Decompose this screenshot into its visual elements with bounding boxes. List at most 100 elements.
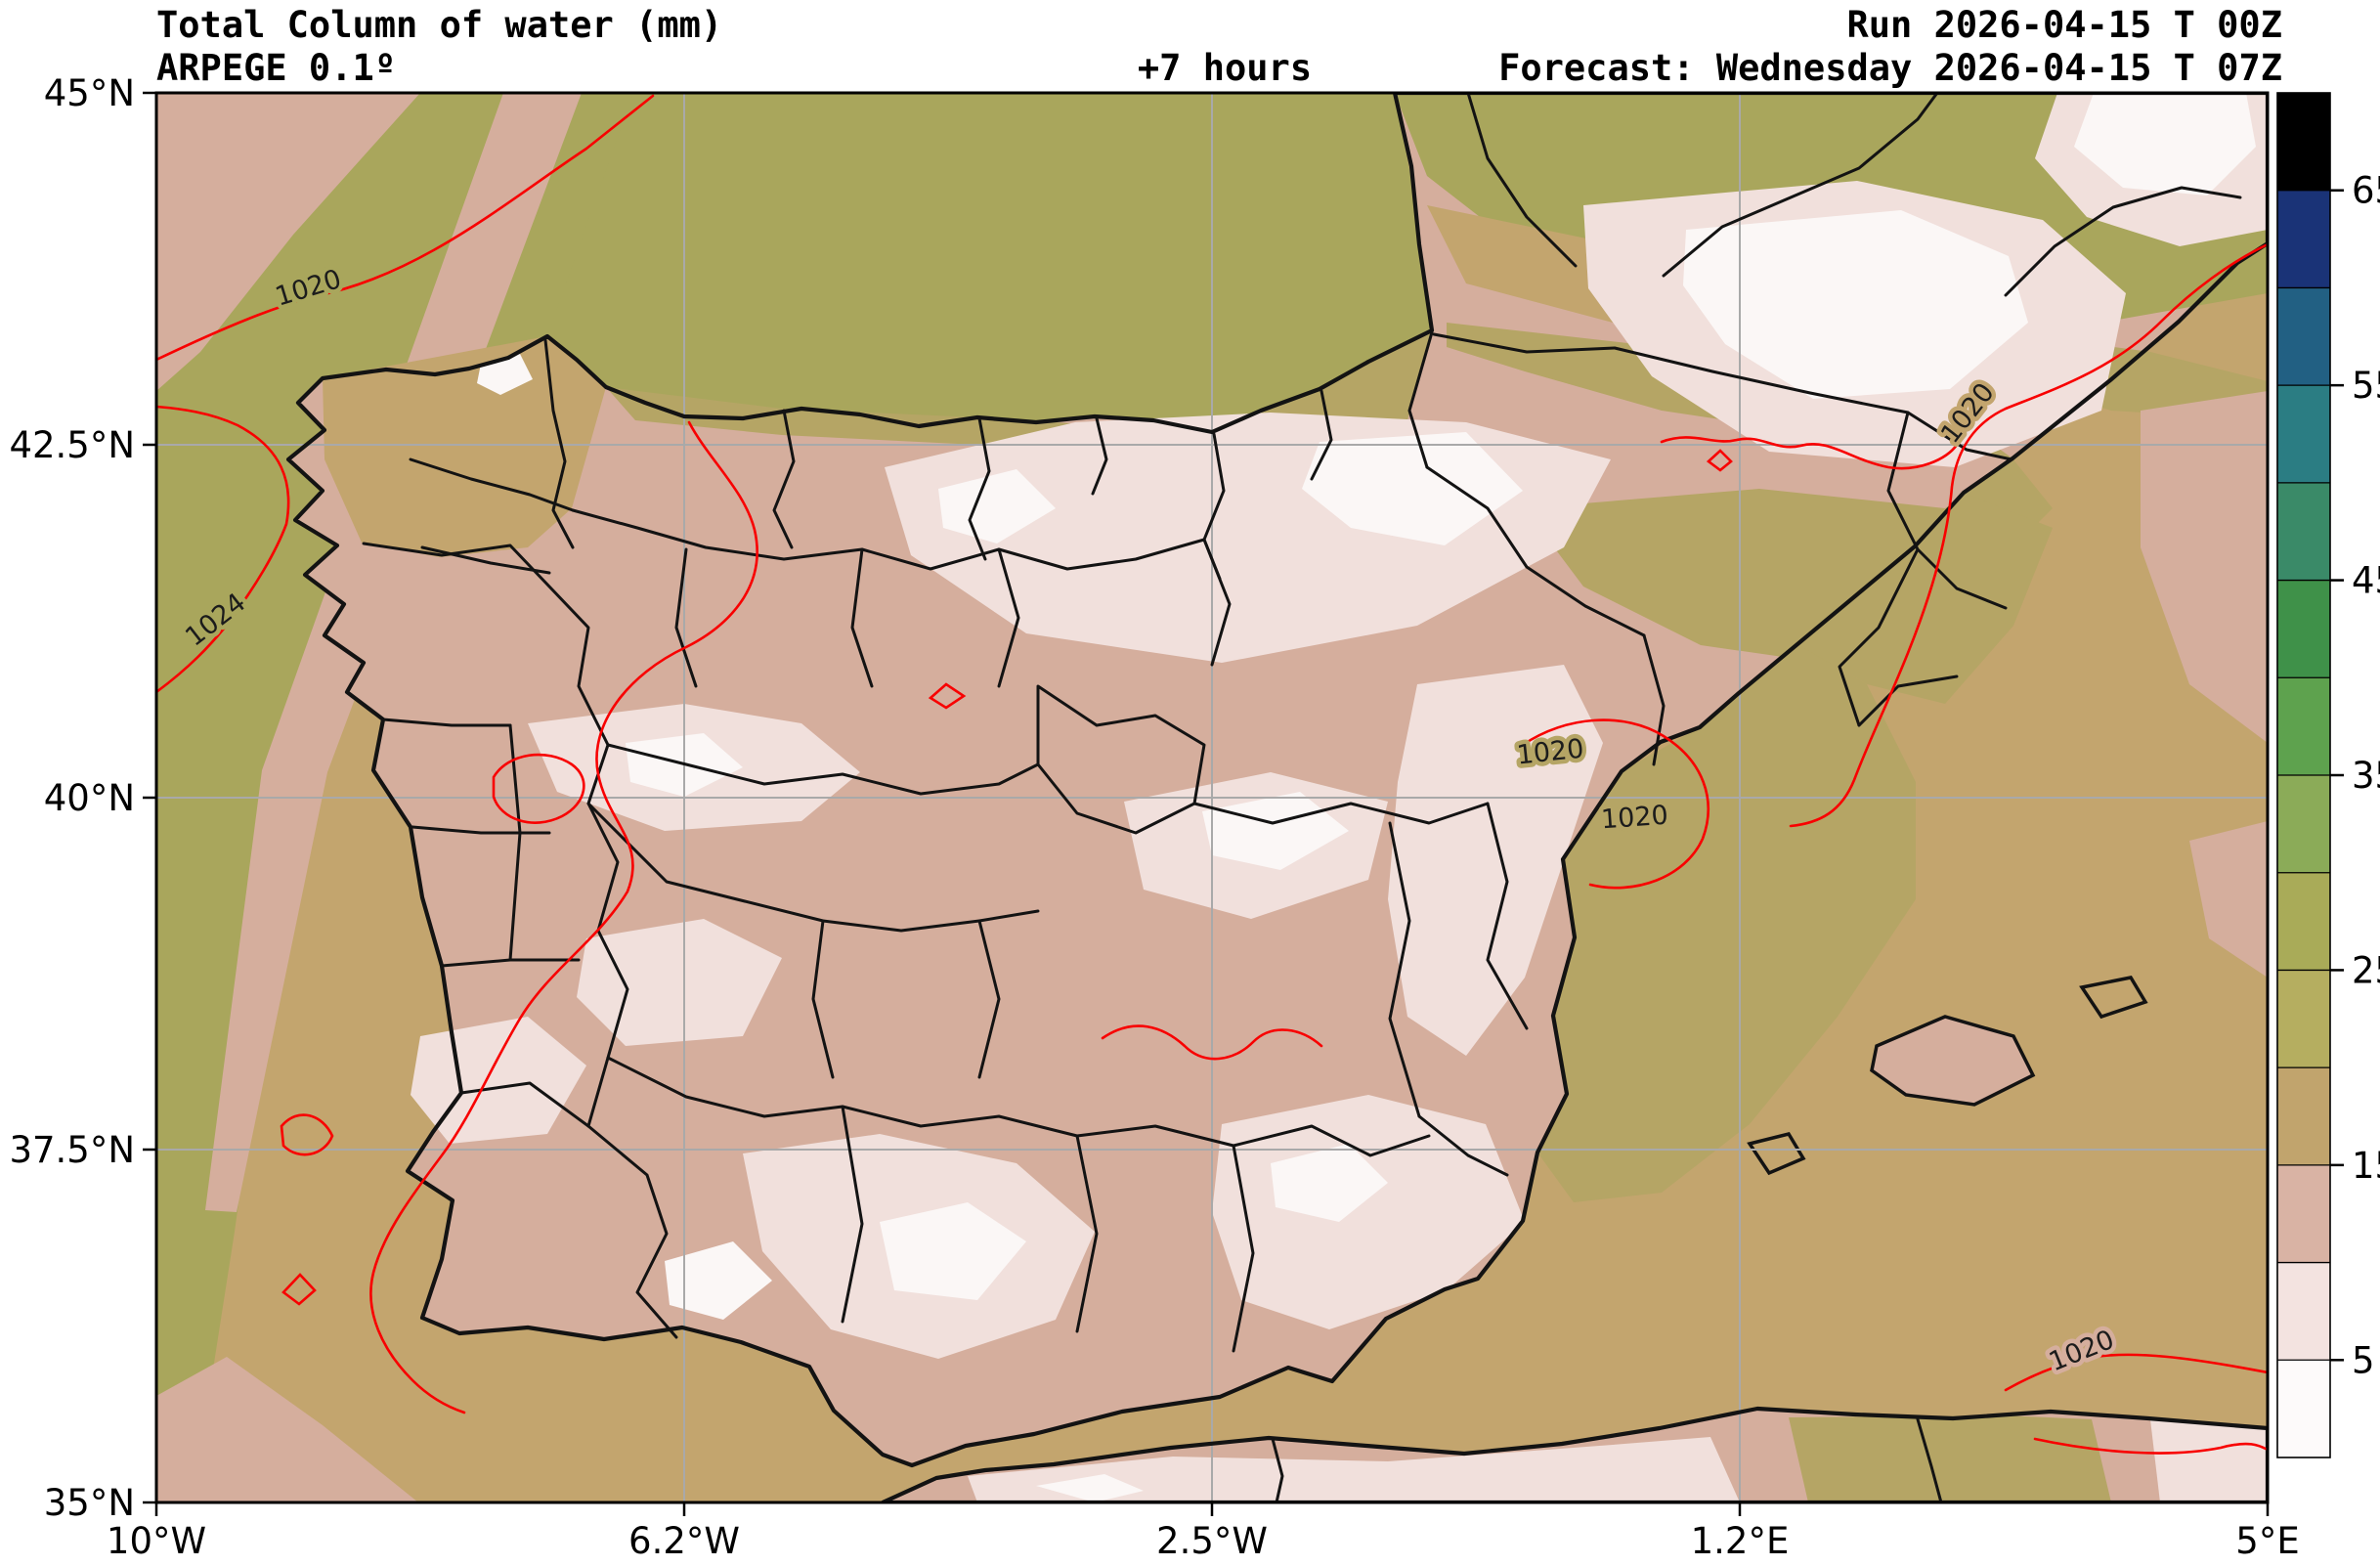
map-shape — [2004, 186, 2242, 297]
ibiza-island — [1747, 1131, 1806, 1176]
colorbar-segment — [2277, 775, 2330, 873]
graticule — [156, 93, 2268, 1502]
tr-corner-white — [2074, 93, 2256, 196]
map-shape — [1838, 411, 1920, 727]
map-shape — [1916, 1417, 1943, 1502]
map-shape — [850, 547, 874, 688]
isobar-value-label: 1020 — [1600, 801, 1669, 836]
colorbar-tick-label: 15 — [2352, 1145, 2380, 1187]
map-shape — [1642, 633, 1666, 766]
map-shape — [997, 547, 1020, 688]
nw-corner-pink — [156, 93, 420, 391]
map-shape — [606, 1056, 1431, 1157]
map-shape — [1916, 547, 2008, 610]
colorbar-tick-label: 45 — [2352, 560, 2380, 602]
map-shape — [280, 1113, 334, 1156]
map-shape — [1232, 1144, 1255, 1353]
map-shape — [156, 94, 655, 362]
y-tick-label: 45°N — [44, 72, 135, 114]
se-lightpink — [1212, 1095, 1525, 1329]
colorbar-segment — [2277, 872, 2330, 971]
map-shape — [772, 409, 796, 549]
map-shape — [606, 743, 1040, 796]
x-tick-label: 2.5°W — [1156, 1520, 1268, 1562]
mancha-white — [1202, 792, 1349, 870]
isobar-contours — [156, 94, 2268, 1455]
colorbar-tick-label: 25 — [2352, 949, 2380, 991]
admin-borders — [362, 93, 2242, 1502]
med-pink-right-2 — [2189, 821, 2268, 978]
colorbar-segment — [2277, 1360, 2330, 1457]
colorbar-tick-label: 65 — [2352, 170, 2380, 212]
colorbar-tick-label: 55 — [2352, 365, 2380, 407]
galicia-tan — [323, 336, 606, 557]
map-shape — [156, 405, 290, 694]
map-shape — [543, 338, 575, 549]
map-shape — [381, 718, 512, 727]
x-tick-label: 1.2°E — [1691, 1520, 1790, 1562]
med-khaki-valencia — [1537, 644, 1916, 1202]
africa-khaki — [1789, 1415, 2111, 1502]
map-shape — [1310, 389, 1333, 481]
map-shape — [492, 753, 585, 824]
colorbar-segment — [2277, 93, 2330, 191]
map-shape — [420, 545, 551, 575]
biscay-olive — [547, 93, 1432, 432]
y-tick-label: 37.5°N — [9, 1129, 135, 1171]
map-shape — [977, 919, 1001, 1079]
ne-white-blob — [1683, 210, 2028, 399]
x-tick-label: 5°E — [2235, 1520, 2299, 1562]
sw-pink-streak — [156, 1357, 418, 1502]
y-tick-label: 42.5°N — [9, 424, 135, 466]
axis-labels: 10°W 6.2°W 2.5°W 1.2°E 5°E 45°N 42.5°N 40°N 37.5… — [9, 72, 2299, 1562]
map-shape — [1075, 1134, 1099, 1333]
map-shape — [1407, 330, 1434, 469]
map-shape — [1192, 802, 1490, 825]
colorbar-segment — [2277, 1067, 2330, 1165]
map-shape — [1417, 1114, 1509, 1177]
colorbar-segment — [2277, 482, 2330, 581]
med-pink-right-1 — [2141, 391, 2268, 743]
map-shape — [1486, 802, 1529, 1030]
map-shape — [1857, 674, 1959, 727]
map-shape — [571, 508, 1206, 571]
page-title: Total Column of water (mm) — [156, 4, 723, 46]
colorbar-segment — [2277, 580, 2330, 678]
valencia-inland-lightpink — [1388, 665, 1603, 1056]
map-shape — [1521, 718, 1710, 890]
se-white — [1271, 1144, 1388, 1222]
map-shape — [1432, 332, 2013, 461]
map-shape — [1425, 465, 1646, 637]
map-shape — [409, 457, 575, 512]
colorbar-segment — [2277, 385, 2330, 483]
map-shape — [1101, 1024, 1323, 1061]
run-label: Run 2026-04-15 T 00Z — [1846, 4, 2282, 46]
map-shape — [1388, 821, 1421, 1118]
colorbar-segment — [2277, 970, 2330, 1068]
forecast-label: Forecast: Wednesday 2026-04-15 T 07Z — [1498, 47, 2282, 89]
duero-white-2 — [938, 469, 1056, 544]
duero-white-1 — [1302, 432, 1523, 545]
colorbar-tick-label: 5 — [2352, 1339, 2375, 1381]
map-shape — [1091, 416, 1108, 496]
map-shape — [1662, 93, 1939, 278]
map-shape — [928, 682, 967, 710]
map-shape — [508, 723, 522, 962]
map-shape — [968, 416, 991, 561]
map-shape — [411, 825, 551, 835]
x-tick-label: 6.2°W — [628, 1520, 740, 1562]
map-shape — [1660, 436, 1959, 470]
model-label: ARPEGE 0.1º — [156, 47, 397, 89]
colorbar-segment — [2277, 1164, 2330, 1263]
med-khaki-catalonia — [1797, 493, 2053, 704]
south-white-2 — [665, 1241, 772, 1320]
map-shape — [2033, 1437, 2268, 1455]
y-tick-label: 40°N — [44, 777, 135, 819]
mallorca-island — [1870, 1015, 2036, 1107]
extremadura-lightpink — [577, 919, 782, 1046]
map-shape — [281, 1273, 317, 1306]
guadalquivir-white — [880, 1202, 1026, 1300]
map-shape — [674, 547, 698, 688]
map-shape — [459, 1081, 590, 1128]
